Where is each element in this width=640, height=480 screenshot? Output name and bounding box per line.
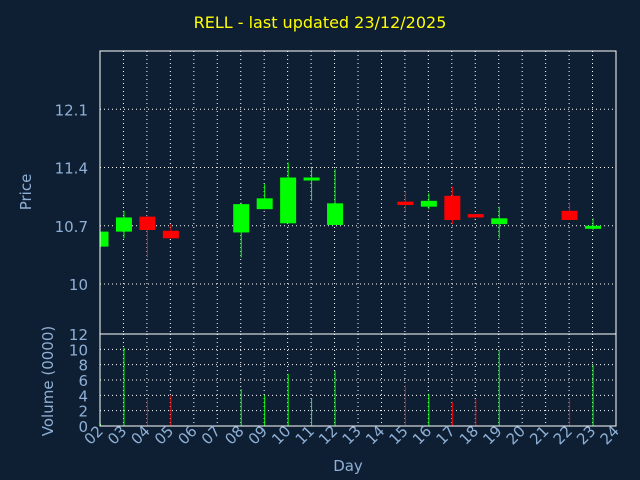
volume-bars xyxy=(100,347,594,426)
volume-y-tick-label: 6 xyxy=(78,372,88,390)
volume-y-tick-label: 8 xyxy=(78,357,88,375)
chart-title: RELL - last updated 23/12/2025 xyxy=(193,13,447,32)
price-y-label: Price xyxy=(17,174,35,211)
volume-y-tick-label: 12 xyxy=(69,326,88,344)
candle-up xyxy=(327,203,344,225)
price-y-tick-label: 11.4 xyxy=(55,160,88,178)
volume-plot-frame xyxy=(99,333,617,427)
candle-up xyxy=(280,177,297,224)
volume-y-tick-label: 4 xyxy=(78,387,88,405)
candle-up xyxy=(420,200,437,207)
candle-down xyxy=(444,195,461,220)
candle-up xyxy=(100,231,109,247)
x-axis-label: Day xyxy=(333,457,363,475)
price-y-tick-label: 12.1 xyxy=(55,101,88,119)
candle-up xyxy=(256,198,273,210)
candle-down xyxy=(397,201,414,205)
price-y-tick-label: 10 xyxy=(69,276,88,294)
candle-up xyxy=(115,217,132,232)
price-y-ticks: 10 10.7 11.4 12.1 xyxy=(55,101,88,294)
x-ticks: 0203040506070809101112131415161718192021… xyxy=(81,422,623,448)
candle-up xyxy=(303,177,320,181)
volume-grid xyxy=(100,334,616,426)
price-y-tick-label: 10.7 xyxy=(55,218,88,236)
volume-y-tick-label: 2 xyxy=(78,403,88,421)
volume-y-tick-label: 0 xyxy=(78,418,88,436)
volume-y-tick-label: 10 xyxy=(69,341,88,359)
candle-down xyxy=(139,216,156,230)
volume-y-label: Volume (0000) xyxy=(39,326,57,436)
candle-down xyxy=(162,230,179,239)
candle-down xyxy=(467,214,484,218)
candle-up xyxy=(233,204,250,233)
candle-up xyxy=(491,218,508,225)
candles xyxy=(100,162,602,258)
price-grid xyxy=(100,51,616,334)
candle-down xyxy=(561,210,578,220)
candle-up xyxy=(585,225,602,229)
